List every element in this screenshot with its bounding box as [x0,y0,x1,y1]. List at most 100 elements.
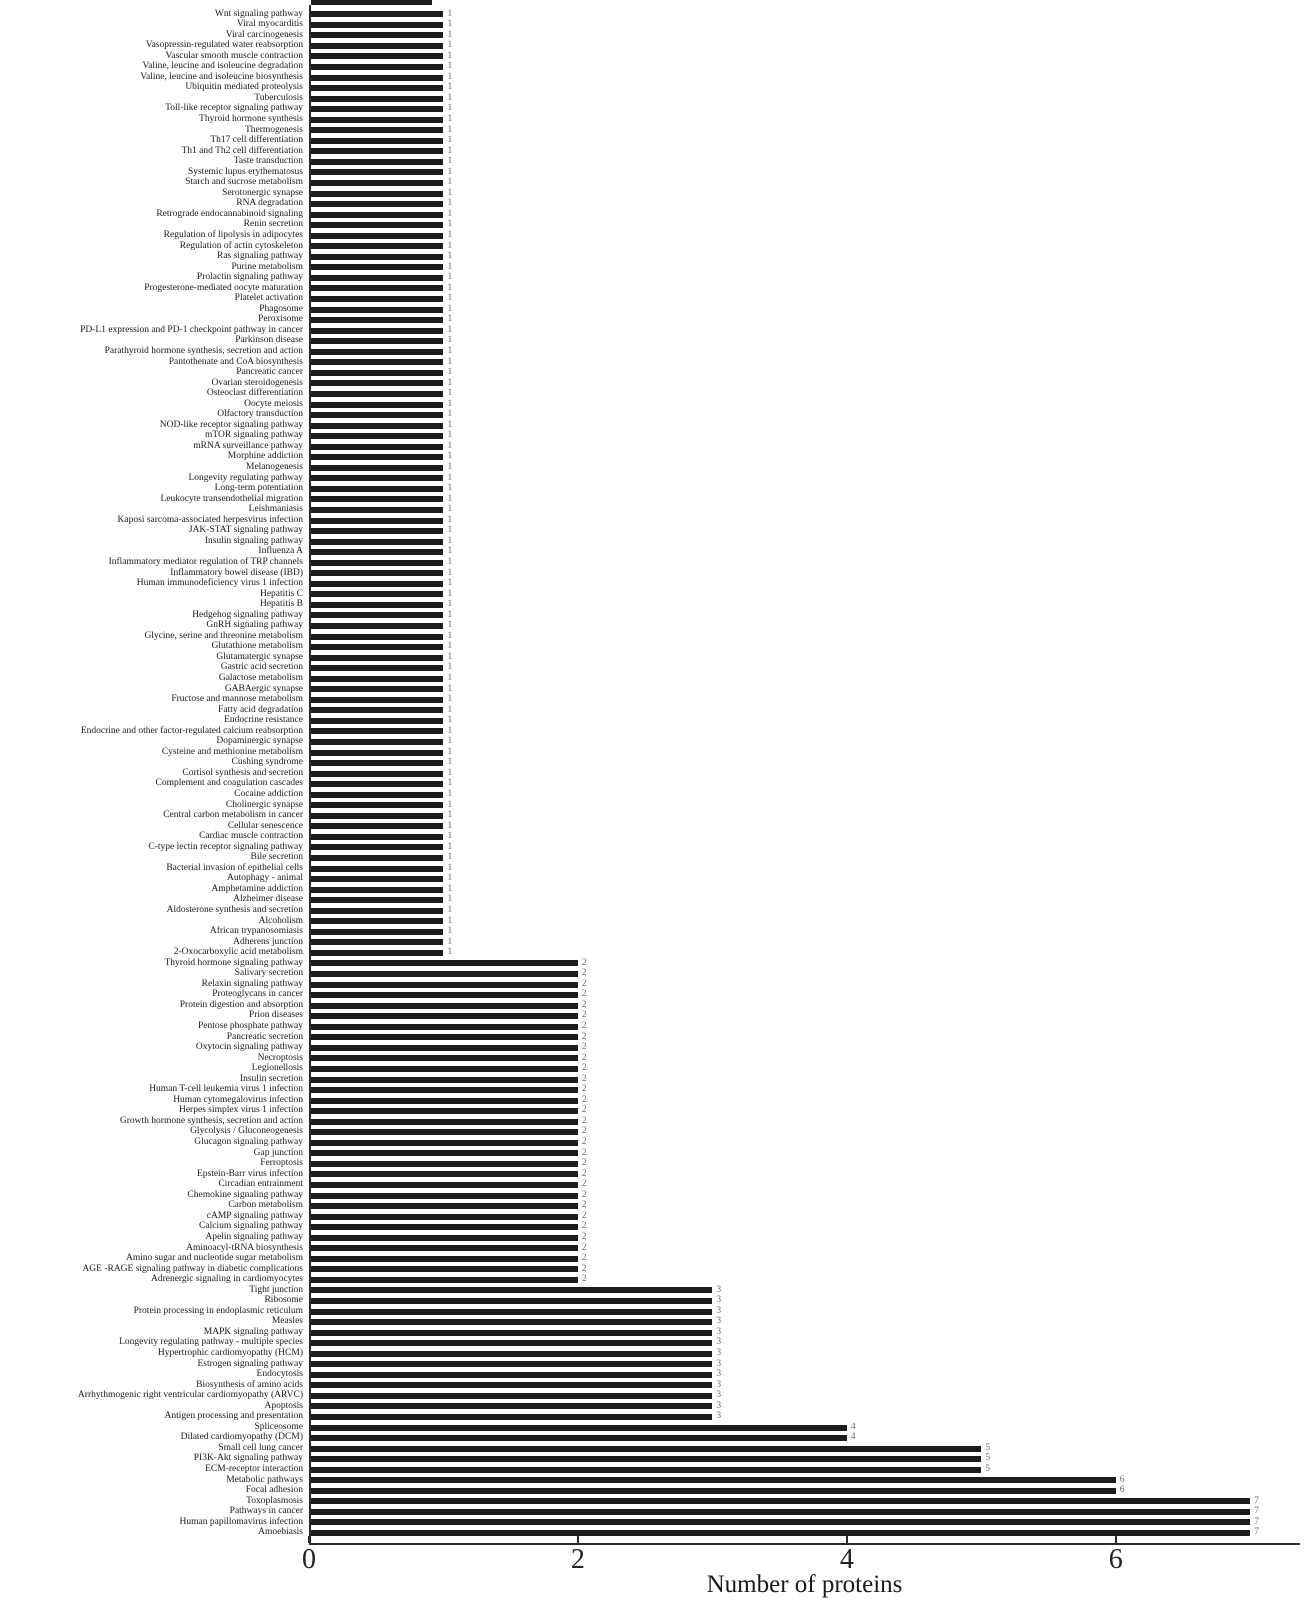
category-label: Long-term potentiation [214,483,303,494]
bar-row: Pathways in cancer 7 [0,1507,1316,1518]
category-label: Glucagon signaling pathway [194,1137,303,1148]
value-label: 3 [716,1295,722,1306]
category-label: Kaposi sarcoma-associated herpesvirus in… [117,514,303,525]
category-label: Cholinergic synapse [225,799,303,810]
category-label: Endocrine resistance [224,715,303,726]
x-tick-mark [1114,1536,1117,1543]
bar [311,1192,578,1199]
bar [311,116,444,123]
bar-row: Gastric acid secretion 1 [0,663,1316,674]
value-label: 7 [1254,1506,1259,1517]
bar-row: Cardiac muscle contraction 1 [0,832,1316,843]
bar [311,454,444,461]
category-label: cAMP signaling pathway [206,1210,303,1221]
value-label: 1 [447,409,453,420]
category-label: Ovarian steroidogenesis [211,377,303,388]
bar [311,1055,578,1062]
category-label: Antigen processing and presentation [164,1411,303,1422]
bar-row: 2-Oxocarboxylic acid metabolism 1 [0,948,1316,959]
bar-row: Salivary secretion 2 [0,969,1316,980]
value-label: 1 [447,240,453,251]
bar [311,21,444,28]
bar-row: Arrhythmogenic right ventricular cardiom… [0,1391,1316,1402]
value-label: 7 [1254,1495,1259,1506]
category-label: Glycolysis / Gluconeogenesis [190,1126,303,1137]
value-label: 2 [581,1200,587,1211]
bar-row: Cysteine and methionine metabolism 1 [0,747,1316,758]
bar-row: Amphetamine addiction 1 [0,884,1316,895]
value-label: 1 [447,61,453,72]
value-label: 2 [581,1179,587,1190]
bar-row: African trypanosomiasis 1 [0,927,1316,938]
value-label: 1 [447,947,453,958]
value-label: 4 [850,1421,856,1432]
bar-row: Relaxin signaling pathway 2 [0,979,1316,990]
value-label: 1 [447,926,453,937]
category-label: Dopaminergic synapse [216,736,303,747]
bar [311,897,444,904]
bar-row: Ovarian steroidogenesis 1 [0,378,1316,389]
bar [311,1414,713,1420]
bar [311,812,444,819]
bar-row: Tight junction 3 [0,1285,1316,1296]
category-label: Metabolic pathways [226,1474,303,1485]
category-label: AGE -RAGE signaling pathway in diabetic … [82,1263,303,1274]
bar [311,1287,713,1294]
bar [311,201,444,208]
bar-row: Focal adhesion 6 [0,1486,1316,1497]
bar [311,348,444,355]
bar [311,443,444,450]
bar [311,1044,578,1051]
bar-row: Oxytocin signaling pathway 2 [0,1043,1316,1054]
bar-row: Endocytosis 3 [0,1370,1316,1381]
bar-row: Growth hormone synthesis, secretion and … [0,1116,1316,1127]
bar-row: Dopaminergic synapse 1 [0,737,1316,748]
value-label: 2 [581,1094,587,1105]
category-label: GABAergic synapse [224,683,303,694]
value-label: 1 [447,905,453,915]
bar [311,1108,578,1115]
bar [311,591,444,598]
category-label: Bacterial invasion of epithelial cells [166,862,303,873]
category-label: Epstein-Barr virus infection [196,1168,303,1179]
bar-row: Valine, leucine and isoleucine biosynthe… [0,72,1316,83]
value-label: 1 [447,694,453,705]
bar [311,886,444,893]
category-label: Small cell lung cancer [218,1442,303,1453]
bar [311,1361,713,1368]
bar-row: Toll-like receptor signaling pathway 1 [0,104,1316,115]
value-label: 1 [447,430,453,441]
bar [311,42,444,49]
bar-row: GnRH signaling pathway 1 [0,621,1316,632]
category-label: Legionellosis [251,1063,303,1074]
value-label: 1 [447,156,453,167]
bar-row: Prion diseases 2 [0,1011,1316,1022]
category-label: Renin secretion [243,219,303,230]
value-label: 1 [447,873,453,884]
category-label: Herpes simplex virus 1 infection [178,1105,303,1116]
value-label: 1 [447,662,453,673]
value-label: 1 [447,546,453,557]
category-label: PI3K-Akt signaling pathway [193,1453,303,1464]
bar-row: Pancreatic secretion 2 [0,1032,1316,1043]
category-label: Pancreatic secretion [226,1031,303,1042]
value-label: 1 [447,303,453,314]
bar-row: Biosynthesis of amino acids 3 [0,1380,1316,1391]
value-label: 2 [581,1147,587,1158]
value-label: 1 [447,820,453,831]
bar [311,1403,713,1410]
bar [311,369,444,376]
value-label: 5 [985,1453,991,1464]
category-label: Calcium signaling pathway [199,1221,303,1232]
category-label: JAK-STAT signaling pathway [188,525,303,536]
bar [311,85,444,92]
category-label: Phagosome [259,303,303,314]
bar [311,928,444,935]
bar-row: Protein processing in endoplasmic reticu… [0,1306,1316,1317]
category-label: Th1 and Th2 cell differentiation [181,145,303,156]
bar [311,654,444,661]
bar-row: Bacterial invasion of epithelial cells 1 [0,863,1316,874]
cropped-partial-bar [311,0,432,5]
bar-row: mTOR signaling pathway 1 [0,431,1316,442]
value-label: 1 [447,578,453,589]
